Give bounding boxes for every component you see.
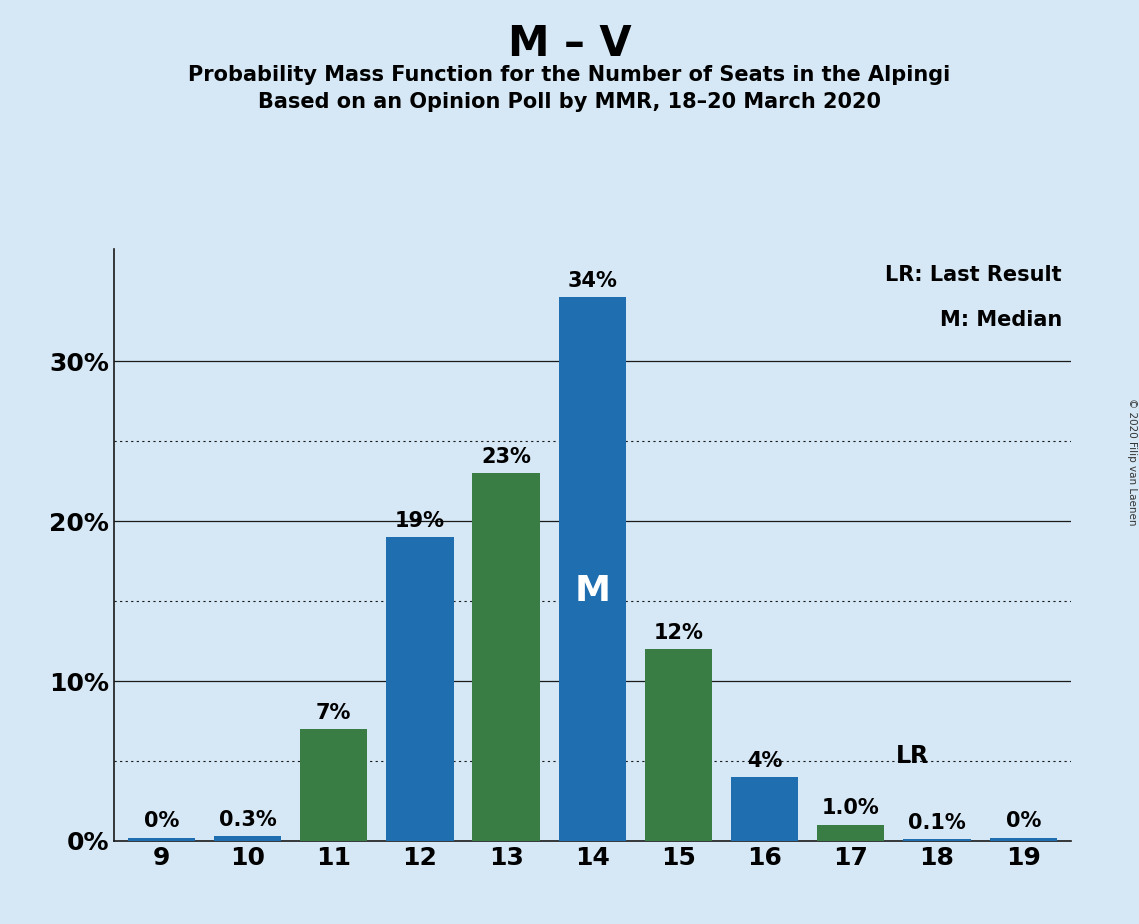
Bar — [990, 838, 1057, 841]
Bar — [558, 298, 626, 841]
Bar — [473, 473, 540, 841]
Text: M – V: M – V — [508, 23, 631, 65]
Text: 1.0%: 1.0% — [822, 798, 879, 819]
Text: 0.3%: 0.3% — [219, 809, 277, 830]
Text: 7%: 7% — [316, 702, 352, 723]
Text: 19%: 19% — [395, 511, 445, 530]
Text: 0%: 0% — [144, 811, 179, 832]
Bar — [214, 836, 281, 841]
Bar — [386, 537, 453, 841]
Text: 0.1%: 0.1% — [908, 813, 966, 833]
Text: 34%: 34% — [567, 271, 617, 291]
Bar — [731, 777, 798, 841]
Bar — [818, 825, 885, 841]
Text: M: M — [574, 574, 611, 608]
Bar — [128, 838, 195, 841]
Text: 0%: 0% — [1006, 811, 1041, 832]
Bar — [645, 649, 712, 841]
Text: M: Median: M: Median — [940, 310, 1062, 330]
Text: 4%: 4% — [747, 750, 782, 771]
Text: 23%: 23% — [481, 447, 531, 467]
Bar — [214, 836, 281, 841]
Text: © 2020 Filip van Laenen: © 2020 Filip van Laenen — [1128, 398, 1137, 526]
Bar — [300, 729, 367, 841]
Text: Based on an Opinion Poll by MMR, 18–20 March 2020: Based on an Opinion Poll by MMR, 18–20 M… — [259, 92, 880, 113]
Text: Probability Mass Function for the Number of Seats in the Alpingi: Probability Mass Function for the Number… — [188, 65, 951, 85]
Text: LR: Last Result: LR: Last Result — [885, 265, 1062, 286]
Text: LR: LR — [895, 744, 928, 768]
Bar — [903, 839, 970, 841]
Text: 12%: 12% — [654, 623, 704, 643]
